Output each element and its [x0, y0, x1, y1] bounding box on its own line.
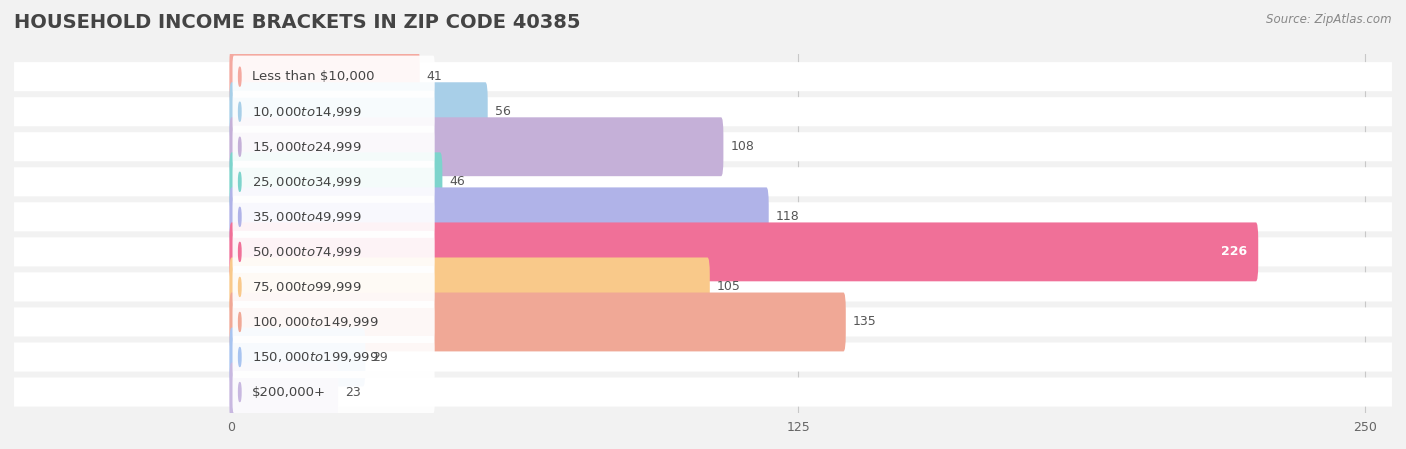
- FancyBboxPatch shape: [229, 222, 1258, 282]
- FancyBboxPatch shape: [232, 56, 434, 98]
- Text: 108: 108: [730, 140, 754, 153]
- FancyBboxPatch shape: [229, 47, 420, 106]
- Text: $50,000 to $74,999: $50,000 to $74,999: [252, 245, 361, 259]
- Text: Less than $10,000: Less than $10,000: [252, 70, 374, 83]
- FancyBboxPatch shape: [14, 343, 1392, 372]
- Text: $150,000 to $199,999: $150,000 to $199,999: [252, 350, 378, 364]
- Circle shape: [239, 348, 240, 366]
- FancyBboxPatch shape: [232, 91, 434, 133]
- Text: $25,000 to $34,999: $25,000 to $34,999: [252, 175, 361, 189]
- Text: 135: 135: [852, 316, 876, 329]
- Text: 118: 118: [776, 210, 799, 223]
- FancyBboxPatch shape: [232, 196, 434, 238]
- FancyBboxPatch shape: [14, 273, 1392, 301]
- Text: Source: ZipAtlas.com: Source: ZipAtlas.com: [1267, 13, 1392, 26]
- FancyBboxPatch shape: [14, 238, 1392, 266]
- Text: $10,000 to $14,999: $10,000 to $14,999: [252, 105, 361, 119]
- Text: $200,000+: $200,000+: [252, 386, 326, 399]
- FancyBboxPatch shape: [14, 132, 1392, 161]
- FancyBboxPatch shape: [229, 117, 724, 176]
- Text: $100,000 to $149,999: $100,000 to $149,999: [252, 315, 378, 329]
- FancyBboxPatch shape: [229, 257, 710, 317]
- Circle shape: [239, 67, 240, 86]
- FancyBboxPatch shape: [229, 152, 443, 211]
- Circle shape: [239, 207, 240, 226]
- FancyBboxPatch shape: [229, 187, 769, 246]
- Text: 226: 226: [1220, 245, 1247, 258]
- FancyBboxPatch shape: [232, 161, 434, 203]
- FancyBboxPatch shape: [14, 97, 1392, 126]
- FancyBboxPatch shape: [14, 62, 1392, 91]
- Circle shape: [239, 313, 240, 331]
- FancyBboxPatch shape: [232, 126, 434, 168]
- Text: 56: 56: [495, 105, 510, 118]
- FancyBboxPatch shape: [232, 301, 434, 343]
- FancyBboxPatch shape: [232, 266, 434, 308]
- Text: $15,000 to $24,999: $15,000 to $24,999: [252, 140, 361, 154]
- Circle shape: [239, 277, 240, 296]
- FancyBboxPatch shape: [229, 363, 337, 422]
- FancyBboxPatch shape: [14, 202, 1392, 231]
- FancyBboxPatch shape: [14, 167, 1392, 196]
- FancyBboxPatch shape: [232, 231, 434, 273]
- Text: $35,000 to $49,999: $35,000 to $49,999: [252, 210, 361, 224]
- FancyBboxPatch shape: [14, 308, 1392, 336]
- Text: 46: 46: [449, 175, 465, 188]
- FancyBboxPatch shape: [229, 82, 488, 141]
- Text: 29: 29: [373, 351, 388, 364]
- Text: 105: 105: [717, 281, 741, 294]
- Text: HOUSEHOLD INCOME BRACKETS IN ZIP CODE 40385: HOUSEHOLD INCOME BRACKETS IN ZIP CODE 40…: [14, 13, 581, 32]
- FancyBboxPatch shape: [232, 336, 434, 378]
- Circle shape: [239, 242, 240, 261]
- Circle shape: [239, 383, 240, 401]
- FancyBboxPatch shape: [232, 371, 434, 413]
- Circle shape: [239, 172, 240, 191]
- Text: $75,000 to $99,999: $75,000 to $99,999: [252, 280, 361, 294]
- Circle shape: [239, 137, 240, 156]
- FancyBboxPatch shape: [229, 328, 366, 387]
- Text: 23: 23: [344, 386, 361, 399]
- FancyBboxPatch shape: [229, 293, 846, 352]
- FancyBboxPatch shape: [14, 378, 1392, 407]
- Circle shape: [239, 102, 240, 121]
- Text: 41: 41: [426, 70, 443, 83]
